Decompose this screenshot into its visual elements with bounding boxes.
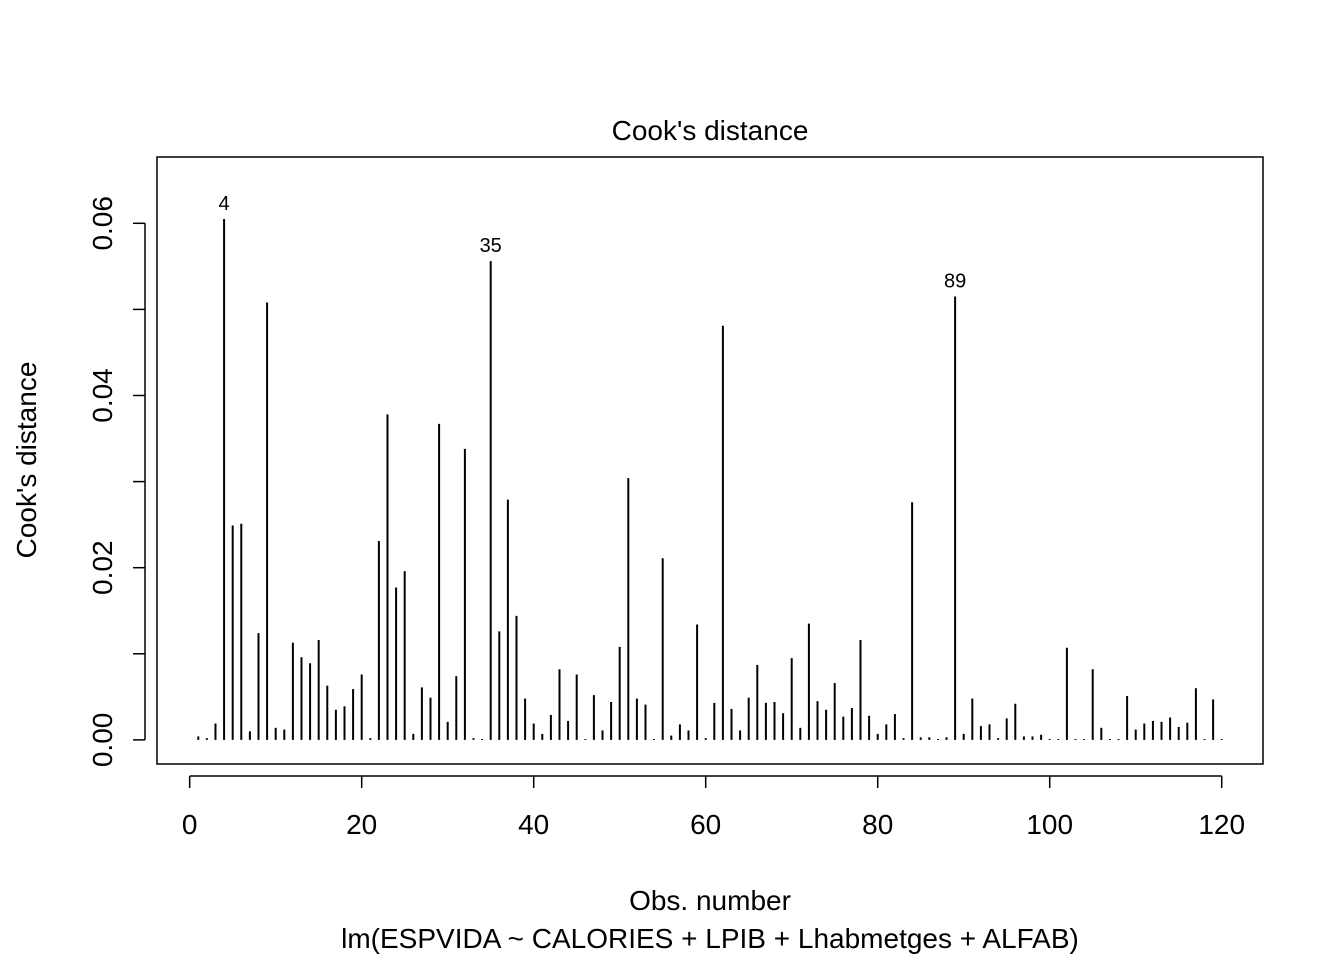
y-tick-label-0.00: 0.00 xyxy=(87,713,118,768)
x-axis-label: Obs. number xyxy=(629,885,791,916)
plot-frame xyxy=(156,156,1264,765)
annotation-obs-4: 4 xyxy=(219,193,230,215)
bars-layer xyxy=(197,218,1223,740)
y-tick-label-0.04: 0.04 xyxy=(87,368,118,423)
x-tick-label-80: 80 xyxy=(862,809,893,840)
y-tick-label-0.06: 0.06 xyxy=(87,196,118,251)
annotation-obs-89: 89 xyxy=(944,270,966,292)
x-tick-label-120: 120 xyxy=(1198,809,1245,840)
x-tick-label-0: 0 xyxy=(182,809,198,840)
chart-title: Cook's distance xyxy=(612,115,809,146)
x-tick-label-20: 20 xyxy=(346,809,377,840)
annotation-obs-35: 35 xyxy=(480,235,502,257)
model-formula-subtitle: lm(ESPVIDA ~ CALORIES + LPIB + Lhabmetge… xyxy=(341,923,1079,954)
y-tick-label-0.02: 0.02 xyxy=(87,540,118,595)
x-tick-label-40: 40 xyxy=(518,809,549,840)
x-axis: 0 20 40 60 80 100 120 xyxy=(182,775,1245,840)
x-tick-label-60: 60 xyxy=(690,809,721,840)
annotation-layer: 4 35 89 xyxy=(219,193,967,292)
y-axis-label: Cook's distance xyxy=(11,362,42,559)
x-tick-label-100: 100 xyxy=(1026,809,1073,840)
y-axis: 0.00 0.02 0.04 0.06 xyxy=(87,196,146,768)
